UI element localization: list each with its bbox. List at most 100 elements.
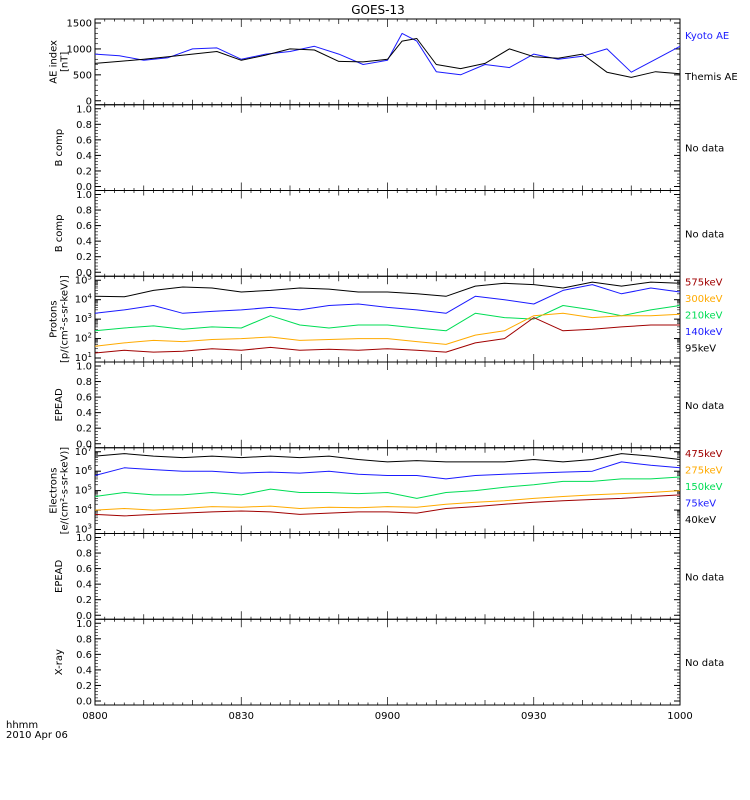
right-label: 210keV <box>685 310 723 321</box>
y-tick-label: 106 <box>75 464 93 477</box>
y-tick-exponent: 2 <box>88 332 92 340</box>
y-axis-label: B comp <box>54 129 65 167</box>
panel-frame <box>94 533 681 620</box>
y-tick-label: 105 <box>75 484 92 497</box>
y-tick-label: 1000 <box>67 44 92 55</box>
y-tick-label: 0.2 <box>76 252 92 263</box>
series-line <box>94 490 681 511</box>
x-axis-start-label: hhmm <box>6 720 38 731</box>
right-label: No data <box>685 401 724 412</box>
y-axis-label: [p/(cm²-s-sr-keV)] <box>60 275 71 363</box>
y-axis-label: [nT] <box>60 52 71 72</box>
series-line <box>94 312 681 347</box>
panel-0: 0 500 1000 1500 AE index [nT] Kyoto AE Themis A… <box>49 18 738 107</box>
y-tick-exponent: 5 <box>88 484 92 492</box>
y-tick-exponent: 4 <box>88 503 93 511</box>
panel-frame <box>94 104 681 191</box>
right-label: No data <box>685 572 724 583</box>
series-line <box>94 476 681 499</box>
right-label: No data <box>685 229 724 240</box>
x-tick-label: 0900 <box>375 711 400 722</box>
y-tick-label: 0.2 <box>76 595 92 606</box>
series-line <box>94 38 681 78</box>
y-tick-exponent: 4 <box>88 293 93 301</box>
right-label: 40keV <box>685 515 716 526</box>
y-tick-label: 0.2 <box>76 166 92 177</box>
y-tick-exponent: 6 <box>88 464 93 472</box>
y-axis-label: X-ray <box>54 649 65 675</box>
right-label: No data <box>685 144 724 155</box>
right-label: Themis AE <box>684 72 738 83</box>
y-axis-label: EPEAD <box>54 388 65 422</box>
right-label: 475keV <box>685 449 723 460</box>
panel-6: 0.0 0.2 0.4 0.6 0.8 1.0 EPEAD No data <box>54 533 724 622</box>
y-tick-label: 500 <box>73 70 92 81</box>
y-tick-label: 1500 <box>67 19 92 30</box>
y-tick-exponent: 5 <box>88 273 92 281</box>
panel-2: 0.0 0.2 0.4 0.6 0.8 1.0 B comp No data <box>54 190 724 279</box>
y-axis-label: AE index <box>49 40 60 84</box>
y-tick-label: 1.0 <box>76 533 92 544</box>
series-line <box>94 461 681 480</box>
right-label: 300keV <box>685 294 723 305</box>
y-axis-label: Electrons <box>49 468 60 514</box>
y-tick-label: 104 <box>75 503 93 516</box>
y-tick-label: 0.4 <box>76 408 92 419</box>
series-line <box>94 494 681 517</box>
panels-group: 0 500 1000 1500 AE index [nT] Kyoto AE Themis A… <box>49 18 738 722</box>
y-tick-label: 0.8 <box>76 377 92 388</box>
x-tick-label: 0830 <box>229 711 254 722</box>
y-tick-label: 0.4 <box>76 151 92 162</box>
y-tick-label: 0.0 <box>76 611 92 622</box>
series-line <box>94 453 681 463</box>
right-label: 575keV <box>685 277 723 288</box>
right-label: 275keV <box>685 465 723 476</box>
y-tick-label: 0.6 <box>76 393 92 404</box>
y-axis-label: [e/(cm²-s-sr-keV)] <box>60 447 71 535</box>
y-tick-exponent: 3 <box>88 523 92 531</box>
y-axis-label: B comp <box>54 215 65 253</box>
panel-7: 0.0 0.2 0.4 0.6 0.8 1.0 X-ray No data <box>54 618 724 708</box>
y-tick-label: 0.8 <box>76 634 92 645</box>
series-line <box>94 281 681 298</box>
y-tick-label: 0.0 <box>76 697 92 708</box>
x-axis-date-label: 2010 Apr 06 <box>6 730 68 741</box>
y-tick-label: 1.0 <box>76 619 92 630</box>
y-tick-label: 107 <box>75 445 92 458</box>
panel-1: 0.0 0.2 0.4 0.6 0.8 1.0 B comp No data <box>54 104 724 193</box>
y-tick-label: 0.0 <box>76 439 92 450</box>
right-label: Kyoto AE <box>685 31 729 42</box>
y-tick-label: 0.6 <box>76 135 92 146</box>
y-tick-label: 0.6 <box>76 564 92 575</box>
plot-title: GOES-13 <box>351 3 405 17</box>
y-tick-label: 0.0 <box>76 182 92 193</box>
y-tick-label: 0.8 <box>76 120 92 131</box>
y-tick-label: 102 <box>75 332 92 345</box>
y-axis-label: Protons <box>49 300 60 337</box>
right-label: No data <box>685 658 724 669</box>
y-tick-label: 0.4 <box>76 580 92 591</box>
panel-frame <box>94 618 681 706</box>
y-tick-label: 105 <box>75 273 92 286</box>
series-line <box>94 284 681 314</box>
series-line <box>94 32 681 76</box>
y-tick-label: 0.6 <box>76 650 92 661</box>
x-tick-label: 0800 <box>82 711 107 722</box>
x-tick-label: 0930 <box>521 711 546 722</box>
y-axis-label: EPEAD <box>54 559 65 593</box>
y-tick-label: 0 <box>86 96 92 107</box>
right-label: 95keV <box>685 343 716 354</box>
y-tick-label: 0.0 <box>76 268 92 279</box>
y-tick-exponent: 7 <box>88 445 92 453</box>
right-label: 150keV <box>685 482 723 493</box>
series-line <box>94 317 680 354</box>
y-tick-label: 0.8 <box>76 549 92 560</box>
right-label: 140keV <box>685 327 723 338</box>
panel-4: 0.0 0.2 0.4 0.6 0.8 1.0 EPEAD No data <box>54 361 724 450</box>
y-tick-label: 104 <box>75 293 93 306</box>
y-tick-label: 0.2 <box>76 424 92 435</box>
y-tick-label: 1.0 <box>76 362 92 373</box>
